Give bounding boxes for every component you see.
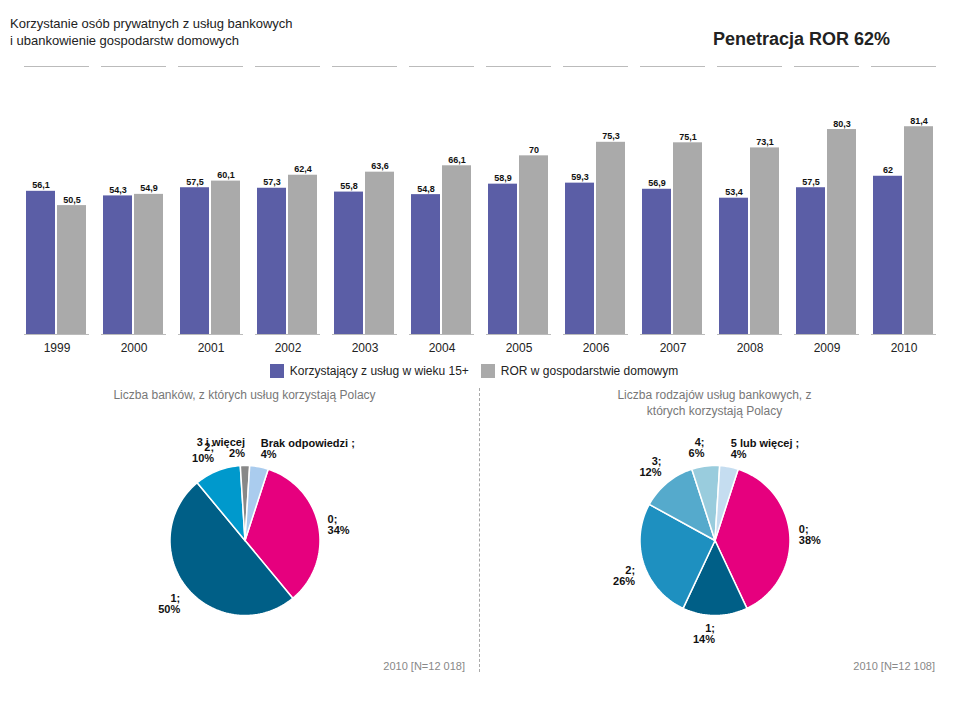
svg-text:2000: 2000: [121, 341, 148, 355]
svg-text:57,5: 57,5: [802, 177, 820, 187]
svg-text:0;34%: 0;34%: [328, 513, 350, 536]
svg-text:2007: 2007: [660, 341, 687, 355]
svg-text:53,4: 53,4: [725, 187, 743, 197]
svg-text:54,8: 54,8: [417, 184, 435, 194]
svg-text:2010: 2010: [891, 341, 918, 355]
svg-text:62,4: 62,4: [294, 164, 312, 174]
svg-text:3;12%: 3;12%: [639, 455, 661, 478]
svg-text:0;38%: 0;38%: [799, 523, 821, 546]
svg-text:2008: 2008: [737, 341, 764, 355]
svg-text:57,5: 57,5: [186, 177, 204, 187]
svg-text:56,1: 56,1: [32, 180, 50, 190]
svg-text:2003: 2003: [352, 341, 379, 355]
svg-text:54,3: 54,3: [109, 185, 127, 195]
svg-text:5 lub więcej ;4%: 5 lub więcej ;4%: [731, 437, 799, 460]
svg-text:2001: 2001: [198, 341, 225, 355]
svg-text:1;50%: 1;50%: [158, 592, 180, 615]
svg-text:1999: 1999: [44, 341, 71, 355]
svg-text:55,8: 55,8: [340, 181, 358, 191]
svg-text:60,1: 60,1: [217, 170, 235, 180]
svg-text:2004: 2004: [429, 341, 456, 355]
svg-text:63,6: 63,6: [371, 161, 389, 171]
svg-text:70: 70: [529, 145, 539, 155]
svg-text:2006: 2006: [583, 341, 610, 355]
svg-text:54,9: 54,9: [140, 183, 158, 193]
svg-text:66,1: 66,1: [448, 155, 466, 165]
svg-text:73,1: 73,1: [756, 137, 774, 147]
svg-text:80,3: 80,3: [833, 119, 851, 129]
svg-text:57,3: 57,3: [263, 177, 281, 187]
svg-text:58,9: 58,9: [494, 173, 512, 183]
svg-text:2;26%: 2;26%: [613, 564, 635, 587]
svg-text:1;14%: 1;14%: [693, 622, 715, 645]
svg-text:75,3: 75,3: [602, 131, 620, 141]
svg-text:50,5: 50,5: [63, 195, 81, 205]
svg-text:59,3: 59,3: [571, 172, 589, 182]
svg-text:56,9: 56,9: [648, 178, 666, 188]
svg-text:2002: 2002: [275, 341, 302, 355]
svg-text:2005: 2005: [506, 341, 533, 355]
svg-text:81,4: 81,4: [910, 116, 928, 126]
svg-text:75,1: 75,1: [679, 132, 697, 142]
svg-text:62: 62: [883, 165, 893, 175]
svg-text:Brak odpowiedzi ;4%: Brak odpowiedzi ;4%: [261, 437, 355, 460]
svg-text:4;6%: 4;6%: [689, 436, 705, 459]
svg-text:3 i więcej2%: 3 i więcej2%: [197, 436, 246, 459]
svg-text:2009: 2009: [814, 341, 841, 355]
